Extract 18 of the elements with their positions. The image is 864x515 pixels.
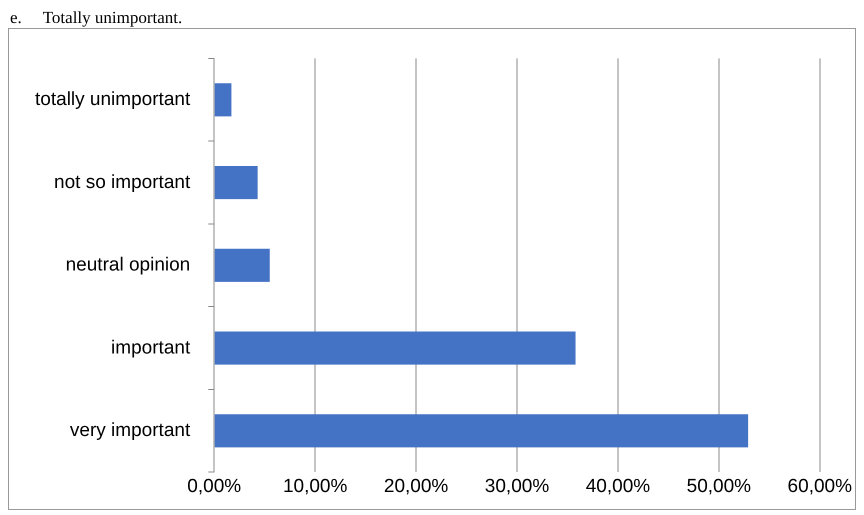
bar (214, 248, 270, 282)
text: e. Totally unimportant. (10, 8, 184, 28)
x-tick-label: 20,00% (384, 476, 448, 497)
x-tick-label: 0,00% (187, 476, 242, 497)
bar (214, 332, 576, 365)
y-tick-label: totally unimportant (34, 89, 191, 110)
y-tick-label: very important (70, 420, 191, 442)
x-tick-label: 30,00% (484, 476, 550, 497)
x-tick-label: 60,00% (788, 476, 852, 497)
bar (214, 83, 232, 116)
bar (214, 414, 748, 448)
y-tick-label: neutral opinion (66, 254, 190, 276)
y-tick-label: not so important (54, 172, 191, 193)
x-tick-label: 40,00% (586, 476, 650, 497)
x-tick-label: 50,00% (686, 476, 752, 497)
y-tick-label: important (111, 337, 191, 358)
bar (214, 166, 258, 200)
x-tick-label: 10,00% (282, 476, 348, 497)
